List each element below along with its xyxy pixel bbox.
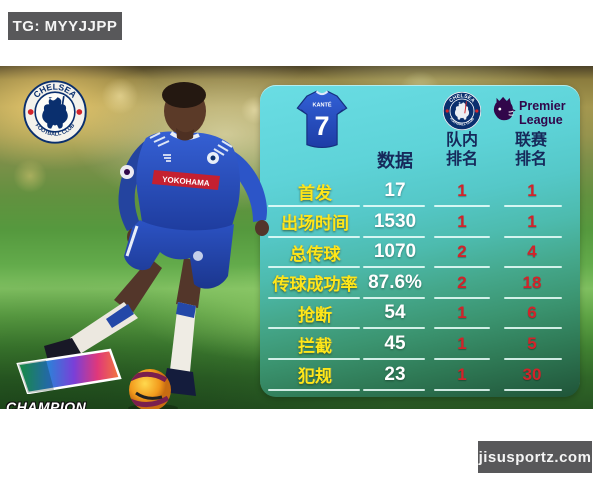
row-league-rank: 6 [527, 303, 537, 323]
row-league-rank: 18 [522, 272, 542, 292]
row-value: 1530 [373, 210, 417, 232]
row-value: 23 [384, 363, 406, 385]
player-kante-photo: YOKOHAMA [44, 82, 269, 409]
chelsea-badge-large-icon: CHELSEA FOOTBALL CLUB [23, 80, 87, 144]
row-team-rank: 1 [457, 211, 467, 231]
header-league-rank-line2: 排名 [514, 151, 547, 168]
stats-row: 抢断 54 1 6 [260, 300, 580, 331]
row-league-rank: 1 [527, 211, 537, 231]
header-league-rank-line1: 联赛 [514, 132, 547, 149]
kante-jersey-icon: KANTÉ 7 [296, 90, 348, 149]
champion-logo: CHAMPION 创冰科技 [6, 348, 136, 409]
row-label: 总传球 [289, 244, 341, 264]
shirt-sponsor-text: YOKOHAMA [162, 175, 210, 188]
row-value: 54 [384, 302, 406, 324]
jersey-name: KANTÉ [312, 100, 331, 108]
stats-row: 首发 17 1 1 [260, 178, 580, 209]
stats-row: 出场时间 1530 1 1 [260, 209, 580, 240]
header-team-rank-line1: 队内 [445, 132, 478, 149]
row-label: 首发 [298, 183, 332, 203]
row-league-rank: 4 [527, 242, 537, 262]
stats-row: 拦截 45 1 5 [260, 331, 580, 362]
row-league-rank: 5 [527, 334, 537, 353]
row-label: 拦截 [298, 336, 332, 356]
row-league-rank: 30 [522, 364, 542, 384]
premier-league-line1: Premier [519, 99, 566, 113]
row-value: 17 [384, 180, 406, 201]
row-label: 出场时间 [281, 214, 349, 234]
premier-league-line2: League [519, 113, 563, 127]
jersey-number: 7 [314, 111, 329, 141]
header-team-rank: 队内 排名 [432, 131, 492, 169]
row-team-rank: 1 [457, 181, 467, 200]
svg-text:CHELSEA: CHELSEA [448, 93, 476, 104]
row-value: 1070 [373, 241, 417, 263]
row-team-rank: 1 [457, 334, 467, 353]
stats-panel: KANTÉ 7 数据 CHELSEA FOOTBALL CLUB [260, 85, 580, 397]
tg-watermark: TG: MYYJJPP [8, 12, 122, 40]
row-value: 87.6% [368, 271, 422, 293]
badge-top-text: CHELSEA [31, 82, 78, 100]
chelsea-badge-icon: CHELSEA FOOTBALL CLUB [442, 91, 482, 131]
row-team-rank: 1 [457, 364, 467, 384]
stats-row: 总传球 1070 2 4 [260, 239, 580, 270]
row-team-rank: 1 [457, 303, 467, 323]
site-watermark: jisusportz.com [478, 441, 592, 473]
badge-top-text: CHELSEA [448, 93, 476, 104]
premier-league-icon [493, 96, 516, 121]
row-value: 45 [384, 333, 406, 354]
row-label: 传球成功率 [272, 275, 358, 295]
header-data: 数据 [377, 151, 413, 171]
header-league-rank: 联赛 排名 [501, 131, 561, 169]
champion-wordmark: CHAMPION [6, 399, 87, 409]
svg-text:CHELSEA: CHELSEA [31, 82, 78, 100]
stadium-photo: KANTÉ 7 数据 CHELSEA FOOTBALL CLUB [0, 66, 593, 409]
premier-league-wordmark: Premier League [519, 99, 566, 127]
row-league-rank: 1 [527, 181, 537, 200]
stats-row: 犯规 23 1 30 [260, 362, 580, 393]
stats-row: 传球成功率 87.6% 2 18 [260, 270, 580, 301]
row-label: 抢断 [298, 305, 332, 325]
row-team-rank: 2 [457, 242, 467, 262]
header-team-rank-line2: 排名 [445, 151, 478, 168]
row-team-rank: 2 [457, 272, 467, 292]
row-label: 犯规 [298, 367, 332, 387]
champion-flag-icon [16, 348, 122, 395]
